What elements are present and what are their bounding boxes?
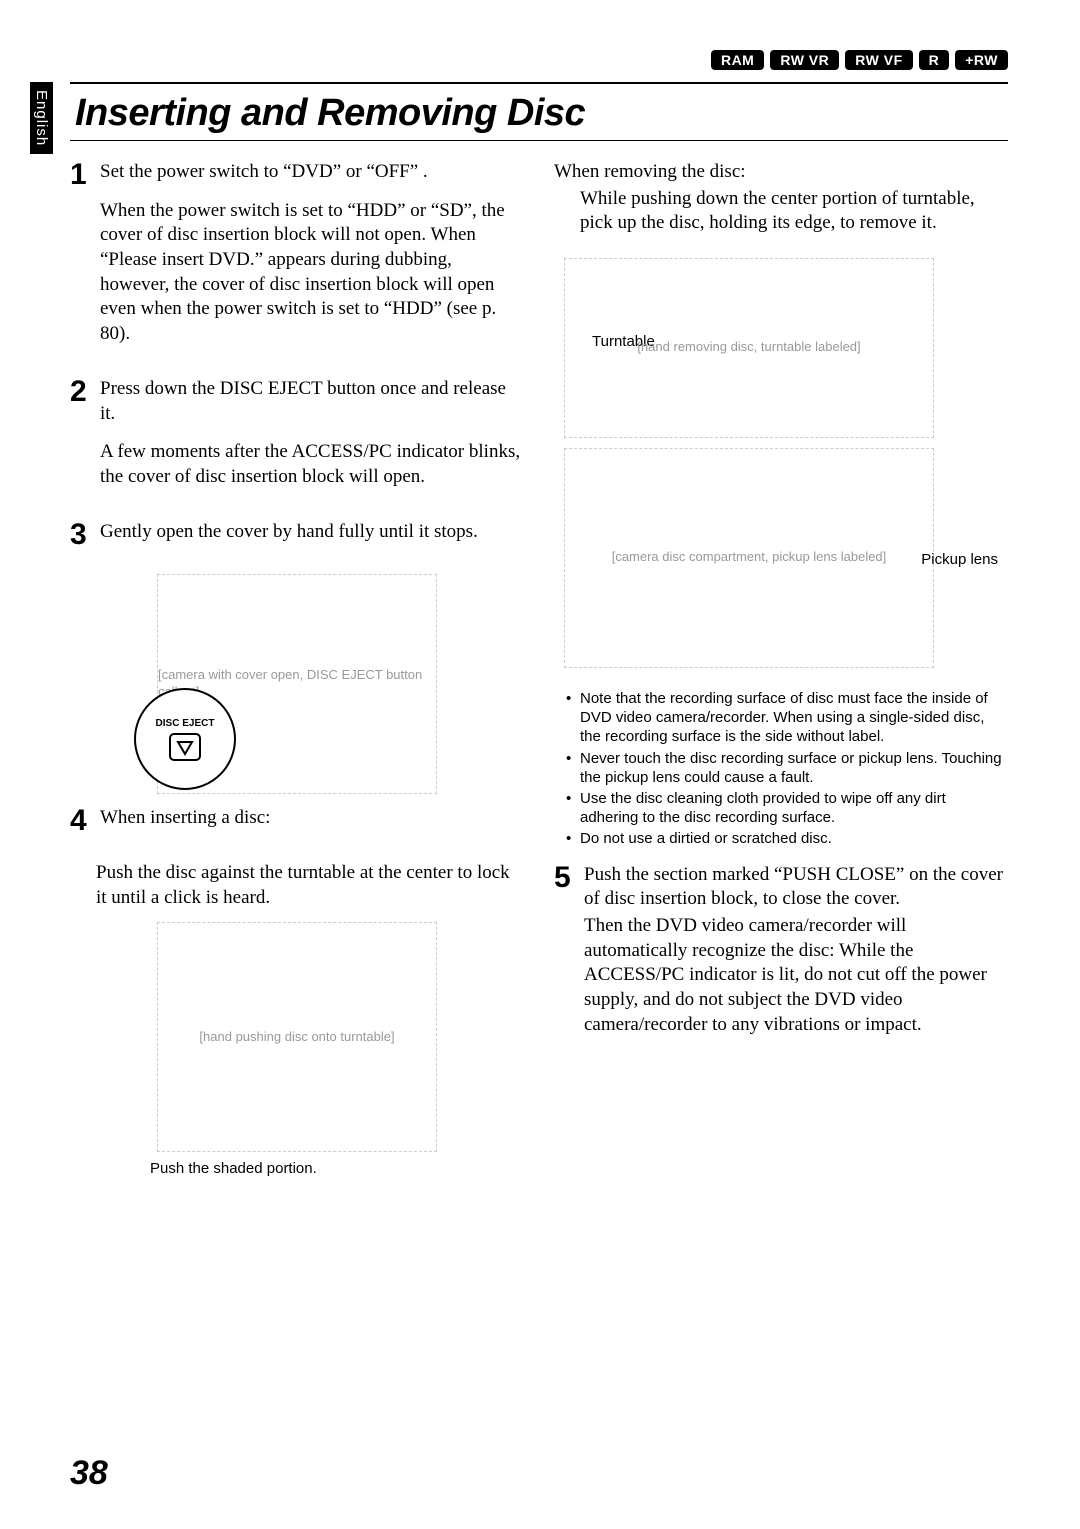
disc-eject-label: DISC EJECT — [156, 718, 215, 729]
step-1-para: When the power switch is set to “HDD” or… — [100, 199, 524, 347]
step-2-lead: Press down the DISC EJECT button once an… — [100, 377, 524, 426]
remove-lead: When removing the disc: — [554, 160, 1008, 185]
note-1: Note that the recording surface of disc … — [566, 689, 1008, 747]
page-title: Inserting and Removing Disc — [75, 92, 585, 135]
step-1-lead: Set the power switch to “DVD” or “OFF” . — [100, 160, 524, 185]
note-2: Never touch the disc recording surface o… — [566, 749, 1008, 787]
figure-insert-disc: [hand pushing disc onto turntable] — [157, 922, 437, 1152]
step-1: 1 Set the power switch to “DVD” or “OFF”… — [70, 160, 524, 361]
rule-top — [70, 82, 1008, 84]
step-5-number: 5 — [554, 863, 580, 1052]
badge-plusrw: +RW — [955, 50, 1008, 70]
step-5-lead: Push the section marked “PUSH CLOSE” on … — [584, 863, 1008, 912]
badge-ram: RAM — [711, 50, 764, 70]
left-column: 1 Set the power switch to “DVD” or “OFF”… — [70, 160, 524, 1196]
step-4: 4 When inserting a disc: — [70, 806, 524, 845]
step-1-number: 1 — [70, 160, 96, 361]
step-4-lead: When inserting a disc: — [100, 806, 524, 831]
content-columns: 1 Set the power switch to “DVD” or “OFF”… — [70, 160, 1008, 1196]
badge-rwvf: RW VF — [845, 50, 912, 70]
badge-rwvr: RW VR — [770, 50, 839, 70]
step-4-number: 4 — [70, 806, 96, 845]
step-3: 3 Gently open the cover by hand fully un… — [70, 520, 524, 559]
step-2: 2 Press down the DISC EJECT button once … — [70, 377, 524, 504]
step-5: 5 Push the section marked “PUSH CLOSE” o… — [554, 863, 1008, 1052]
badge-r: R — [919, 50, 950, 70]
step-2-number: 2 — [70, 377, 96, 504]
language-tab: English — [30, 82, 53, 154]
caption-push-shaded: Push the shaded portion. — [150, 1160, 524, 1178]
step-3-lead: Gently open the cover by hand fully unti… — [100, 520, 524, 545]
format-badges: RAM RW VR RW VF R +RW — [711, 50, 1008, 70]
remove-indent-text: While pushing down the center portion of… — [580, 187, 1008, 236]
right-column: When removing the disc: While pushing do… — [554, 160, 1008, 1196]
remove-indent: While pushing down the center portion of… — [580, 187, 1008, 236]
step-3-number: 3 — [70, 520, 96, 559]
notes-list: Note that the recording surface of disc … — [566, 689, 1008, 849]
note-4: Do not use a dirtied or scratched disc. — [566, 829, 1008, 848]
step-5-para: Then the DVD video camera/recorder will … — [584, 914, 1008, 1037]
disc-eject-icon: DISC EJECT — [130, 684, 240, 794]
manual-page: English RAM RW VR RW VF R +RW Inserting … — [0, 0, 1080, 1529]
page-number: 38 — [70, 1454, 108, 1493]
step-2-para: A few moments after the ACCESS/PC indica… — [100, 440, 524, 489]
step-4-indent-text: Push the disc against the turntable at t… — [96, 861, 524, 910]
figure-pickup-lens: [camera disc compartment, pickup lens la… — [564, 448, 934, 668]
step-4-indent: Push the disc against the turntable at t… — [96, 861, 524, 910]
note-3: Use the disc cleaning cloth provided to … — [566, 789, 1008, 827]
rule-under-title — [70, 140, 1008, 141]
